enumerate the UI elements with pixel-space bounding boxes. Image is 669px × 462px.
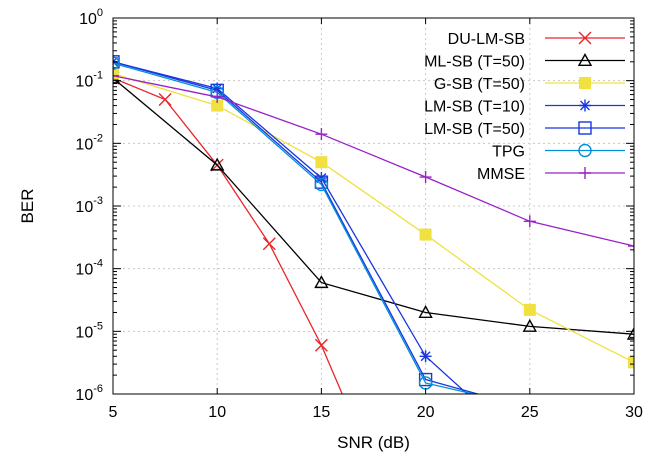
x-tick-label: 20	[417, 404, 435, 421]
x-tick-label: 10	[208, 404, 226, 421]
legend-label: TPG	[492, 144, 525, 161]
y-tick-label: 10-1	[75, 70, 103, 91]
series-line	[113, 62, 474, 394]
legend-label: LM-SB (T=10)	[424, 99, 525, 116]
square-marker	[418, 372, 433, 387]
plus-marker	[579, 167, 591, 179]
triangle-marker	[314, 275, 329, 289]
y-tick-label: 10-2	[75, 132, 103, 153]
plus-marker	[315, 128, 328, 141]
grid	[113, 18, 634, 394]
y-tick-label: 10-3	[75, 195, 103, 216]
square-marker	[315, 156, 328, 169]
star-marker	[211, 82, 224, 95]
x-marker	[158, 93, 172, 107]
y-tick-label: 100	[79, 7, 103, 28]
series-lm-sb-t-50	[113, 55, 478, 394]
series-line	[113, 75, 634, 247]
legend-item: LM-SB (T=50)	[424, 121, 625, 138]
series-g-sb-t-50	[113, 67, 634, 369]
y-axis-label: BER	[18, 189, 37, 224]
x-tick-label: 30	[625, 404, 643, 421]
series-du-lm-sb	[113, 71, 343, 394]
legend-item: LM-SB (T=10)	[424, 99, 625, 116]
square-marker	[419, 228, 432, 241]
triangle-marker	[522, 318, 537, 332]
square-marker	[579, 77, 591, 89]
legend-item: MMSE	[477, 166, 625, 183]
x-marker	[578, 31, 592, 45]
square-marker	[211, 99, 224, 112]
x-marker	[314, 338, 328, 352]
series-layer	[113, 55, 634, 394]
series-ml-sb-t-50	[113, 70, 634, 340]
legend-item: ML-SB (T=50)	[424, 53, 625, 71]
x-tick-label: 25	[521, 404, 539, 421]
legend: DU-LM-SB ML-SB (T=50) G-SB (T=50) LM-SB (T=…	[424, 31, 625, 183]
y-tick-label: 10-6	[75, 383, 103, 404]
star-marker	[419, 350, 432, 363]
plus-marker	[113, 69, 119, 82]
triangle-marker	[210, 157, 225, 171]
plus-marker	[211, 90, 224, 103]
ticks: 5 10 15 20 25 30 10-6 10-5 10-4 10-3 10-2 10-1 100	[75, 7, 643, 421]
legend-label: LM-SB (T=50)	[424, 121, 525, 138]
square-marker	[628, 356, 634, 369]
legend-label: MMSE	[477, 166, 525, 183]
plus-marker	[523, 215, 536, 228]
series-line	[113, 77, 343, 394]
legend-label: ML-SB (T=50)	[424, 54, 525, 71]
series-lm-sb-t-10	[113, 55, 468, 394]
x-axis-label: SNR (dB)	[337, 433, 410, 452]
x-marker	[262, 237, 276, 251]
legend-label: DU-LM-SB	[448, 31, 525, 48]
triangle-marker	[418, 305, 433, 318]
series-line	[113, 77, 634, 335]
circle-marker	[113, 56, 120, 70]
series-line	[113, 61, 478, 394]
triangle-marker	[626, 326, 634, 340]
series-line	[113, 61, 468, 394]
star-marker	[579, 99, 591, 112]
x-tick-label: 5	[109, 404, 118, 421]
legend-label: G-SB (T=50)	[434, 76, 525, 93]
series-mmse	[113, 69, 634, 252]
triangle-marker	[577, 53, 593, 66]
square-marker	[578, 121, 592, 135]
y-tick-label: 10-4	[75, 258, 103, 279]
circle-marker	[578, 143, 592, 158]
square-marker	[113, 67, 119, 80]
square-marker	[523, 303, 536, 316]
series-tpg	[113, 56, 474, 394]
plus-marker	[628, 239, 634, 252]
plus-marker	[419, 171, 432, 184]
legend-item: DU-LM-SB	[448, 31, 625, 48]
y-tick-label: 10-5	[75, 320, 103, 341]
circle-marker	[314, 177, 329, 192]
x-tick-label: 15	[313, 404, 331, 421]
legend-item: G-SB (T=50)	[434, 76, 625, 93]
series-line	[113, 72, 634, 363]
legend-item: TPG	[492, 144, 625, 161]
